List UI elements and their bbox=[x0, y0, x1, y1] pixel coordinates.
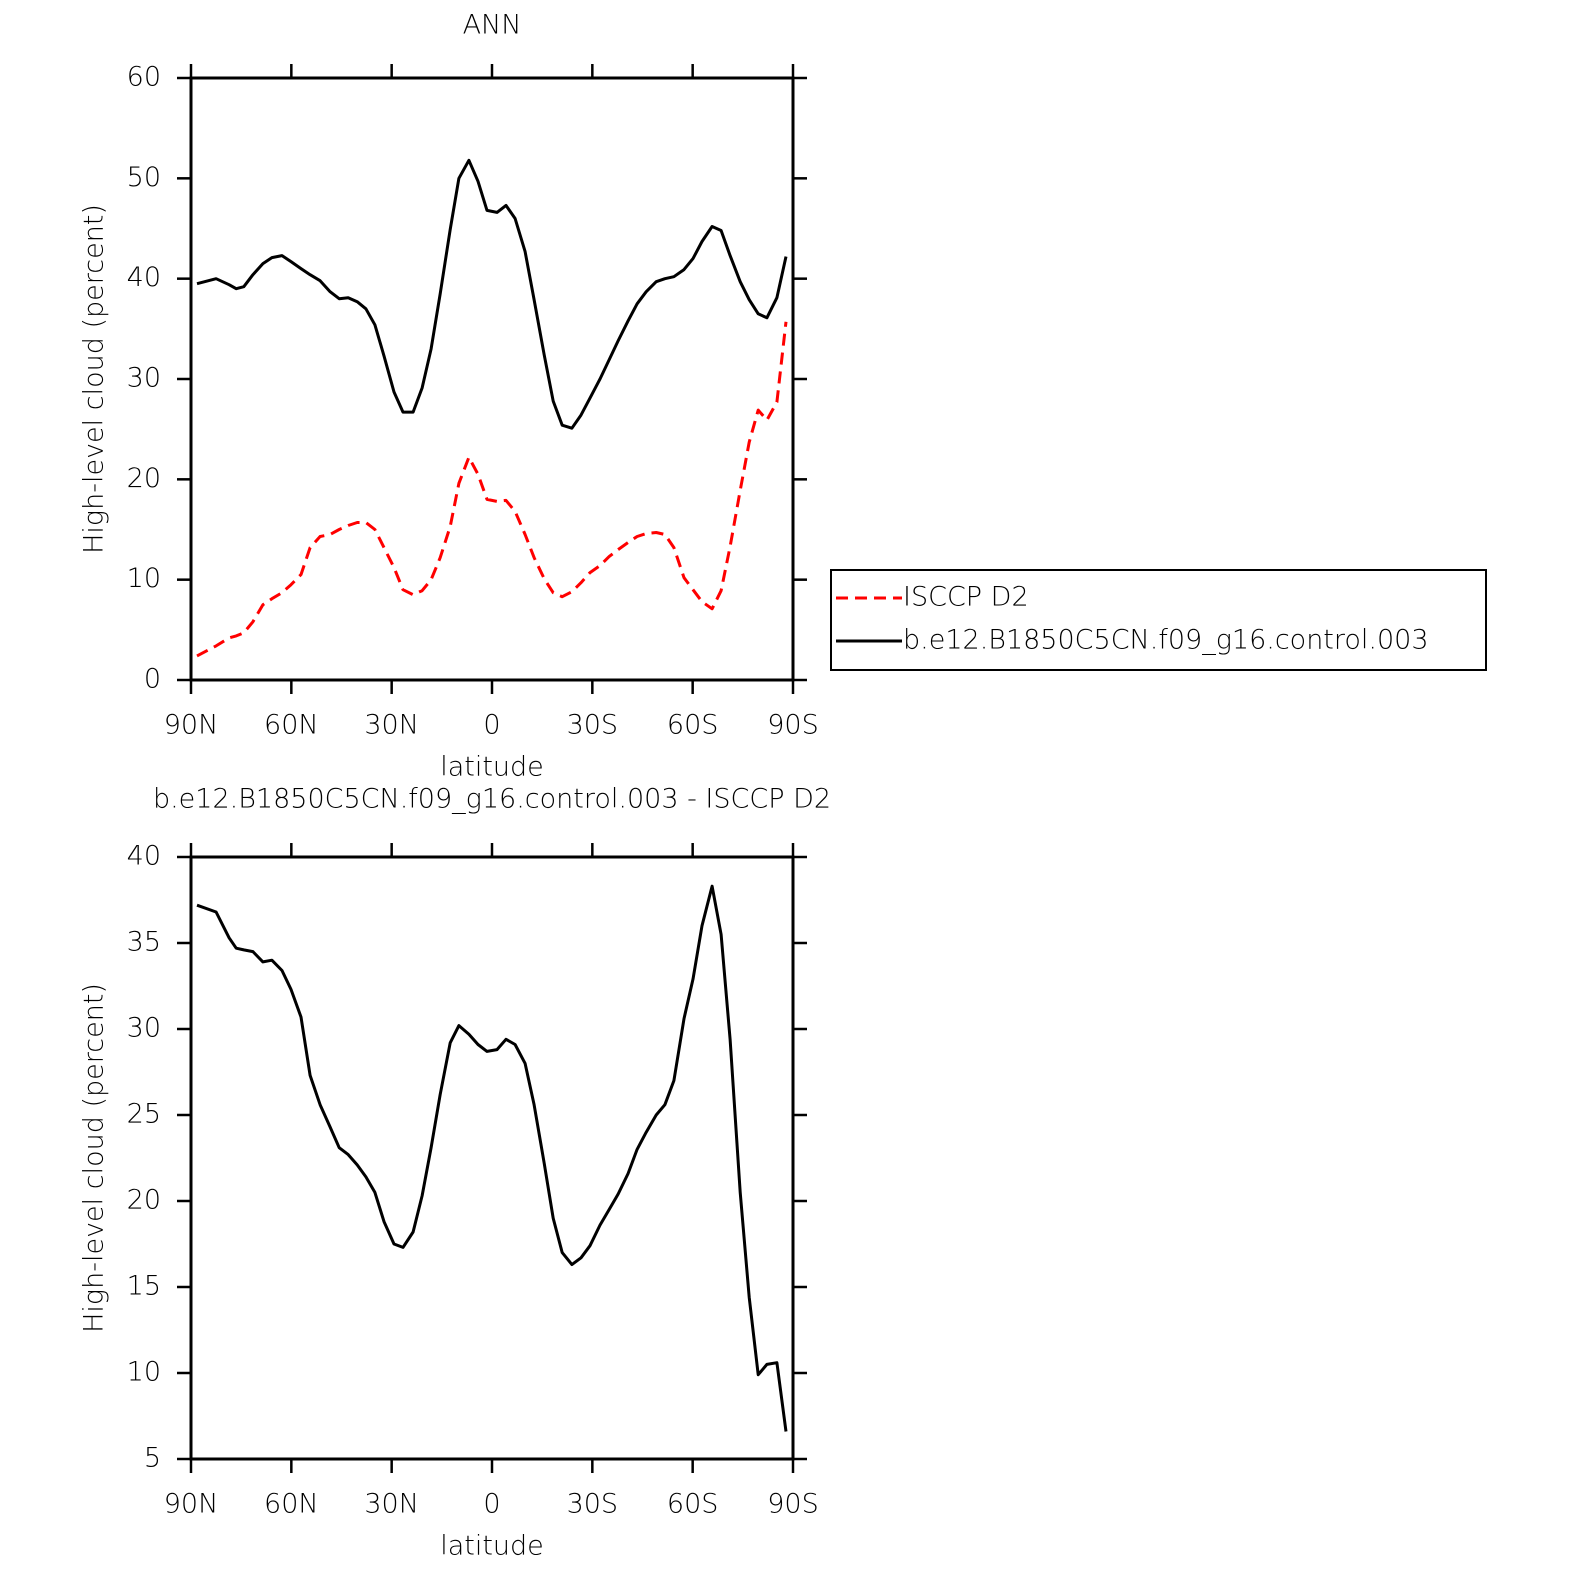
legend-label: b.e12.B1850C5CN.f09_g16.control.003 bbox=[903, 625, 1429, 656]
y-tick-label: 20 bbox=[127, 463, 161, 494]
y-tick-label: 10 bbox=[127, 563, 161, 594]
y-tick-label: 50 bbox=[127, 162, 161, 193]
y-tick-label: 5 bbox=[144, 1443, 161, 1474]
x-axis-label: latitude bbox=[440, 1531, 544, 1562]
y-tick-label: 20 bbox=[127, 1185, 161, 1216]
y-tick-label: 15 bbox=[127, 1271, 161, 1302]
y-tick-label: 35 bbox=[127, 927, 161, 958]
y-tick-label: 30 bbox=[127, 363, 161, 394]
plot-frame bbox=[189, 855, 795, 1461]
plot-frame bbox=[189, 76, 795, 682]
data-line bbox=[196, 884, 788, 1432]
chart-title: b.e12.B1850C5CN.f09_g16.control.003 - IS… bbox=[153, 784, 831, 815]
data-line bbox=[196, 158, 788, 430]
y-axis-label: High-level cloud (percent) bbox=[79, 983, 110, 1333]
y-tick-label: 60 bbox=[127, 62, 161, 93]
data-line bbox=[196, 321, 788, 658]
x-tick-label: 90N bbox=[164, 1489, 219, 1520]
y-tick-label: 30 bbox=[127, 1013, 161, 1044]
x-tick-label: 30N bbox=[364, 710, 419, 741]
x-tick-label: 60S bbox=[667, 1489, 719, 1520]
x-tick-label: 0 bbox=[483, 710, 500, 741]
x-tick-label: 30S bbox=[567, 1489, 619, 1520]
y-tick-label: 10 bbox=[127, 1357, 161, 1388]
legend-box bbox=[830, 569, 1487, 671]
x-tick-label: 90N bbox=[164, 710, 219, 741]
y-tick-label: 40 bbox=[127, 841, 161, 872]
x-tick-label: 0 bbox=[483, 1489, 500, 1520]
x-tick-label: 60S bbox=[667, 710, 719, 741]
x-tick-label: 30S bbox=[567, 710, 619, 741]
x-tick-label: 60N bbox=[264, 1489, 319, 1520]
x-axis-label: latitude bbox=[440, 752, 544, 783]
x-tick-label: 90S bbox=[767, 710, 819, 741]
y-tick-label: 25 bbox=[127, 1099, 161, 1130]
legend-label: ISCCP D2 bbox=[903, 582, 1029, 613]
x-tick-label: 30N bbox=[364, 1489, 419, 1520]
y-axis-label: High-level cloud (percent) bbox=[79, 204, 110, 554]
chart-title: ANN bbox=[463, 10, 522, 41]
x-tick-label: 60N bbox=[264, 710, 319, 741]
x-tick-label: 90S bbox=[767, 1489, 819, 1520]
y-tick-label: 0 bbox=[144, 664, 161, 695]
y-tick-label: 40 bbox=[127, 262, 161, 293]
